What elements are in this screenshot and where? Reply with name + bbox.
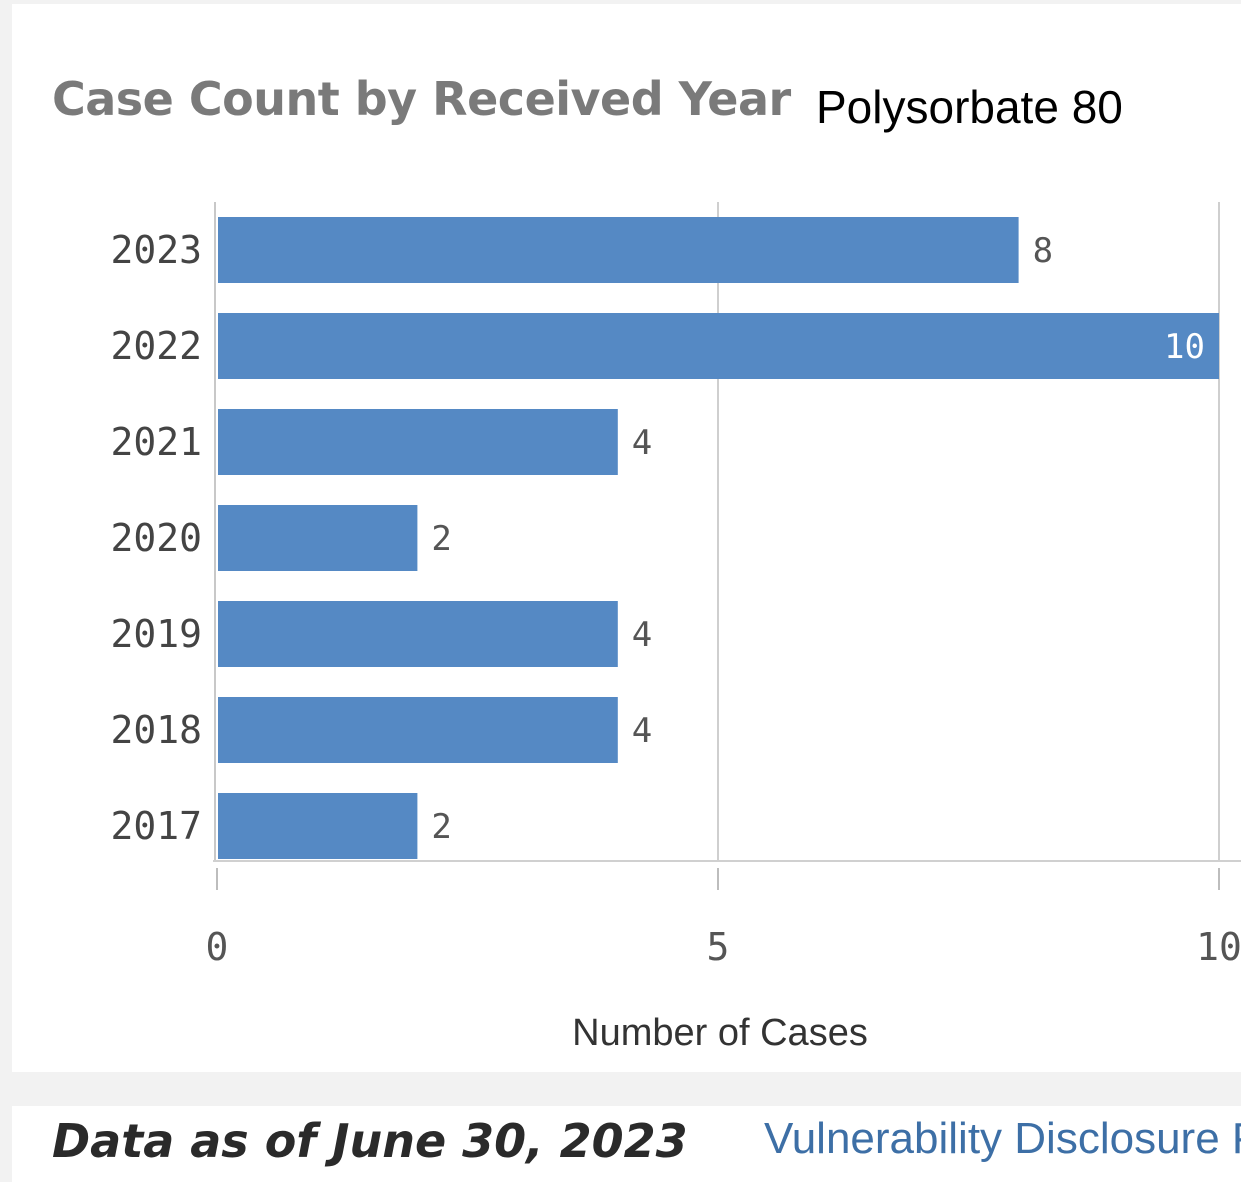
category-label-2019: 2019 (110, 612, 202, 656)
category-label-2018: 2018 (110, 708, 202, 752)
bar-2017 (218, 793, 418, 859)
category-label-2022: 2022 (110, 324, 202, 368)
value-label-2019: 4 (632, 615, 652, 655)
bar-2023 (218, 217, 1019, 283)
bar-2020 (218, 505, 418, 571)
category-label-2021: 2021 (110, 420, 202, 464)
bar-2019 (218, 601, 618, 667)
value-label-2022: 10 (1164, 327, 1205, 367)
bar-chart: 2023 8 2022 10 2021 4 2020 2 2019 4 2018 4 2017 2 0 5 10… (110, 202, 1241, 1054)
value-label-2018: 4 (632, 711, 652, 751)
x-axis-title: Number of Cases (572, 1012, 868, 1054)
chart-panel (12, 4, 1241, 1072)
chart-title: Case Count by Received Year (52, 72, 791, 126)
category-label-2023: 2023 (110, 228, 202, 272)
category-label-2017: 2017 (110, 804, 202, 848)
category-label-2020: 2020 (110, 516, 202, 560)
bar-2018 (218, 697, 618, 763)
value-label-2021: 4 (632, 423, 652, 463)
value-label-2020: 2 (431, 519, 451, 559)
bar-2022 (218, 313, 1219, 379)
vulnerability-disclosure-link[interactable]: Vulnerability Disclosure P (764, 1114, 1241, 1163)
value-label-2017: 2 (431, 807, 451, 847)
bar-2021 (218, 409, 618, 475)
data-as-of-date: Data as of June 30, 2023 (52, 1114, 688, 1168)
product-name-label: Polysorbate 80 (816, 81, 1123, 133)
value-label-2023: 8 (1033, 231, 1053, 271)
x-tick-label-10: 10 (1196, 925, 1241, 969)
footer: Data as of June 30, 2023 Vulnerability D… (12, 1106, 1241, 1182)
x-tick-label-5: 5 (707, 925, 730, 969)
x-tick-label-0: 0 (206, 925, 229, 969)
